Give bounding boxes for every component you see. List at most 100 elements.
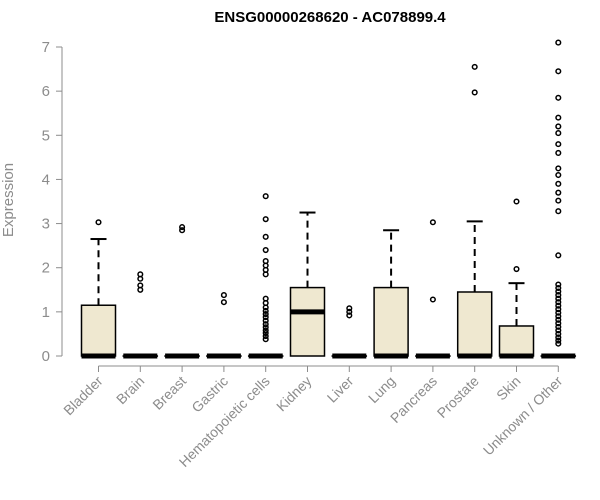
- box: [373, 286, 409, 357]
- outlier-point: [262, 311, 269, 318]
- box: [80, 304, 117, 357]
- outlier-point: [555, 123, 562, 130]
- outlier-point: [555, 316, 562, 323]
- outlier-point: [555, 141, 562, 148]
- outlier-point: [346, 305, 353, 312]
- box-group: [373, 229, 409, 359]
- outlier-point: [555, 313, 562, 320]
- box-group: [540, 39, 577, 359]
- y-tick-label: 6: [42, 83, 50, 100]
- box-group: [289, 211, 326, 357]
- outlier-point: [555, 171, 562, 179]
- y-tick-label: 1: [42, 304, 50, 321]
- box-group: [498, 198, 535, 359]
- outlier-point: [555, 334, 562, 341]
- box: [456, 291, 493, 357]
- outlier-point: [262, 324, 269, 331]
- outlier-point: [179, 227, 186, 234]
- outlier-point: [555, 189, 562, 196]
- outlier-point: [555, 327, 562, 334]
- outlier-point: [262, 295, 269, 302]
- outlier-point: [555, 68, 562, 75]
- y-tick-label: 2: [42, 260, 50, 277]
- outlier-point: [555, 284, 562, 292]
- outlier-point: [262, 333, 269, 340]
- x-tick-label: Skin: [493, 373, 524, 404]
- outlier-point: [555, 302, 562, 309]
- outlier-point: [179, 224, 186, 231]
- outlier-point: [95, 219, 102, 226]
- x-tick-label: Lung: [365, 373, 398, 406]
- outlier-point: [429, 219, 436, 226]
- outlier-point: [555, 295, 562, 302]
- box: [289, 286, 326, 357]
- outlier-point: [555, 330, 562, 337]
- x-tick-label: Kidney: [273, 373, 315, 415]
- outlier-point: [555, 340, 562, 347]
- outlier-point: [262, 321, 269, 328]
- outlier-point: [262, 329, 269, 337]
- outlier-point: [513, 198, 520, 205]
- box-series: [80, 39, 577, 359]
- outlier-point: [555, 323, 562, 330]
- outlier-point: [471, 63, 478, 70]
- outlier-point: [555, 320, 562, 327]
- y-axis-title: Expression: [0, 163, 17, 237]
- outlier-point: [346, 312, 353, 319]
- outlier-point: [555, 288, 562, 295]
- outlier-point: [262, 247, 269, 254]
- outlier-point: [555, 165, 562, 172]
- outlier-point: [555, 208, 562, 215]
- box-group: [206, 292, 242, 359]
- outlier-point: [555, 306, 562, 313]
- outlier-point: [262, 193, 269, 200]
- outlier-point: [555, 309, 562, 316]
- outlier-point: [220, 292, 227, 299]
- y-tick-label: 3: [42, 216, 50, 233]
- outlier-point: [555, 299, 562, 306]
- x-tick-label: Brain: [113, 373, 147, 407]
- box-group: [331, 305, 368, 359]
- outlier-point: [555, 39, 562, 46]
- box-group: [164, 224, 200, 359]
- x-tick-label: Bladder: [60, 373, 106, 419]
- y-tick-label: 7: [42, 39, 50, 56]
- outlier-point: [137, 282, 144, 289]
- outlier-point: [262, 258, 269, 265]
- x-tick-label: Prostate: [434, 373, 482, 421]
- y-tick-label: 0: [42, 348, 50, 365]
- outlier-point: [262, 336, 269, 343]
- outlier-point: [137, 271, 144, 278]
- y-tick-label: 5: [42, 127, 50, 144]
- outlier-point: [346, 308, 353, 315]
- outlier-point: [262, 327, 269, 334]
- outlier-point: [555, 149, 562, 156]
- x-tick-label: Unknown / Other: [480, 373, 566, 459]
- outlier-point: [555, 292, 562, 299]
- outlier-point: [555, 114, 562, 121]
- outlier-point: [555, 281, 562, 288]
- outlier-point: [513, 265, 520, 273]
- y-tick-label: 4: [42, 171, 50, 188]
- outlier-point: [429, 296, 436, 303]
- outlier-point: [555, 180, 562, 187]
- box-group: [80, 219, 117, 359]
- x-tick-label: Breast: [149, 373, 189, 413]
- box-group: [247, 193, 284, 359]
- box-group: [456, 63, 493, 359]
- y-axis: 0 1 2 3 4 5 6 7: [42, 39, 63, 365]
- box-group: [415, 219, 451, 359]
- x-tick-label: Liver: [324, 373, 357, 406]
- outlier-point: [555, 94, 562, 101]
- outlier-point: [555, 252, 562, 259]
- box-group: [122, 271, 159, 359]
- outlier-point: [262, 307, 269, 315]
- outlier-point: [262, 233, 269, 240]
- outlier-point: [555, 197, 562, 204]
- outlier-point: [555, 130, 562, 137]
- outlier-point: [262, 216, 269, 223]
- chart-title: ENSG00000268620 - AC078899.4: [214, 9, 446, 26]
- outlier-point: [262, 317, 269, 324]
